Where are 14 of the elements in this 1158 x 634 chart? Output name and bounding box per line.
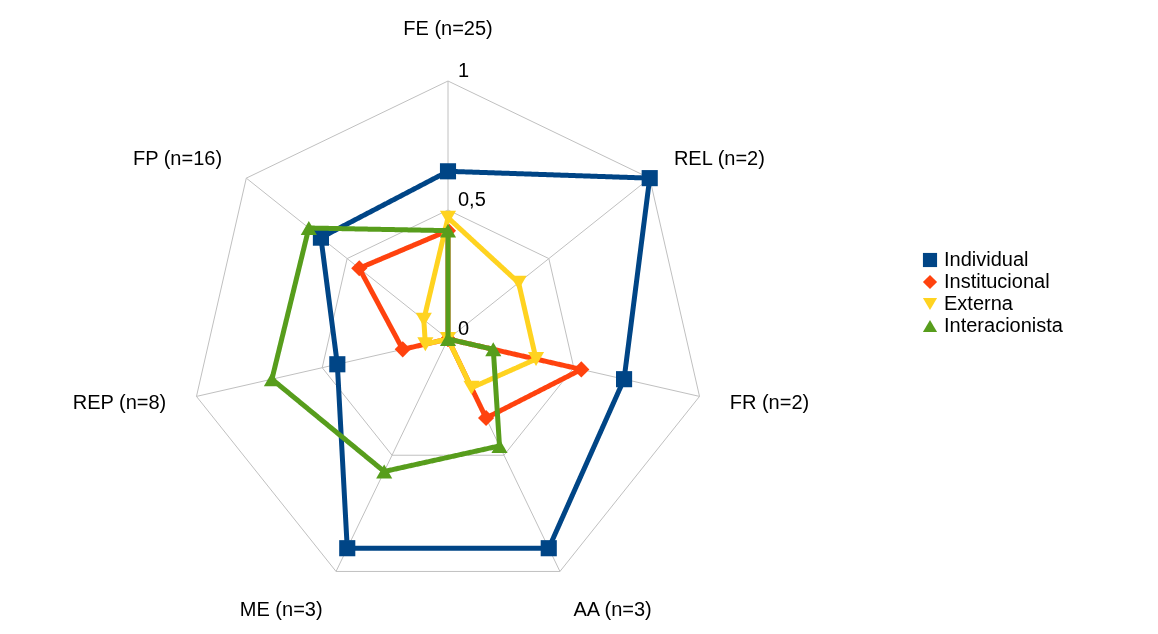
y-tick-label: 0 (458, 317, 470, 339)
legend-label: Individual (944, 248, 1029, 270)
spoke-label: REP (n=8) (72, 391, 167, 414)
legend-label: Externa (944, 292, 1014, 314)
legend-label: Institucional (944, 270, 1050, 292)
spoke-label: FE (n=25) (403, 17, 493, 40)
spoke-label: FP (n=16) (132, 146, 223, 169)
spoke-label: ME (n=3) (239, 597, 323, 620)
y-tick-label: 0,5 (458, 188, 486, 210)
y-tick-label: 1 (458, 59, 470, 81)
spoke-label: REL (n=2) (673, 146, 765, 169)
legend-label: Interacionista (944, 314, 1064, 336)
spoke-label: FR (n=2) (729, 391, 810, 414)
spoke-label: AA (n=3) (573, 597, 652, 620)
